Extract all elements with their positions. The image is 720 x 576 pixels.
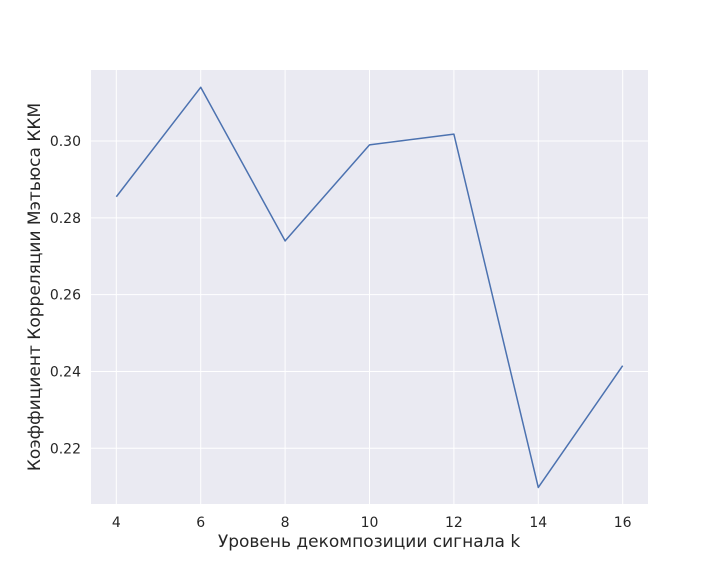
- x-tick-label: 16: [614, 515, 632, 531]
- grid: [91, 70, 648, 504]
- x-tick-label: 12: [445, 515, 463, 531]
- y-tick-label: 0.30: [50, 134, 81, 150]
- y-tick-label: 0.24: [50, 364, 81, 380]
- y-tick-label: 0.26: [50, 288, 81, 304]
- x-tick-label: 4: [112, 515, 121, 531]
- x-tick-label: 8: [281, 515, 290, 531]
- x-axis-label: Уровень декомпозиции сигнала k: [218, 532, 520, 552]
- y-tick-label: 0.22: [50, 441, 81, 457]
- y-tick-labels: 0.22 0.24 0.26 0.28 0.30: [50, 134, 81, 457]
- x-tick-labels: 4 6 8 10 12 14 16: [112, 515, 632, 531]
- x-tick-label: 14: [529, 515, 547, 531]
- y-axis-label: Коэффициент Корреляции Мэтьюса ККМ: [25, 103, 45, 471]
- series-layer: [115, 86, 624, 489]
- y-tick-label: 0.28: [50, 211, 81, 227]
- x-tick-label: 10: [361, 515, 379, 531]
- x-tick-label: 6: [196, 515, 205, 531]
